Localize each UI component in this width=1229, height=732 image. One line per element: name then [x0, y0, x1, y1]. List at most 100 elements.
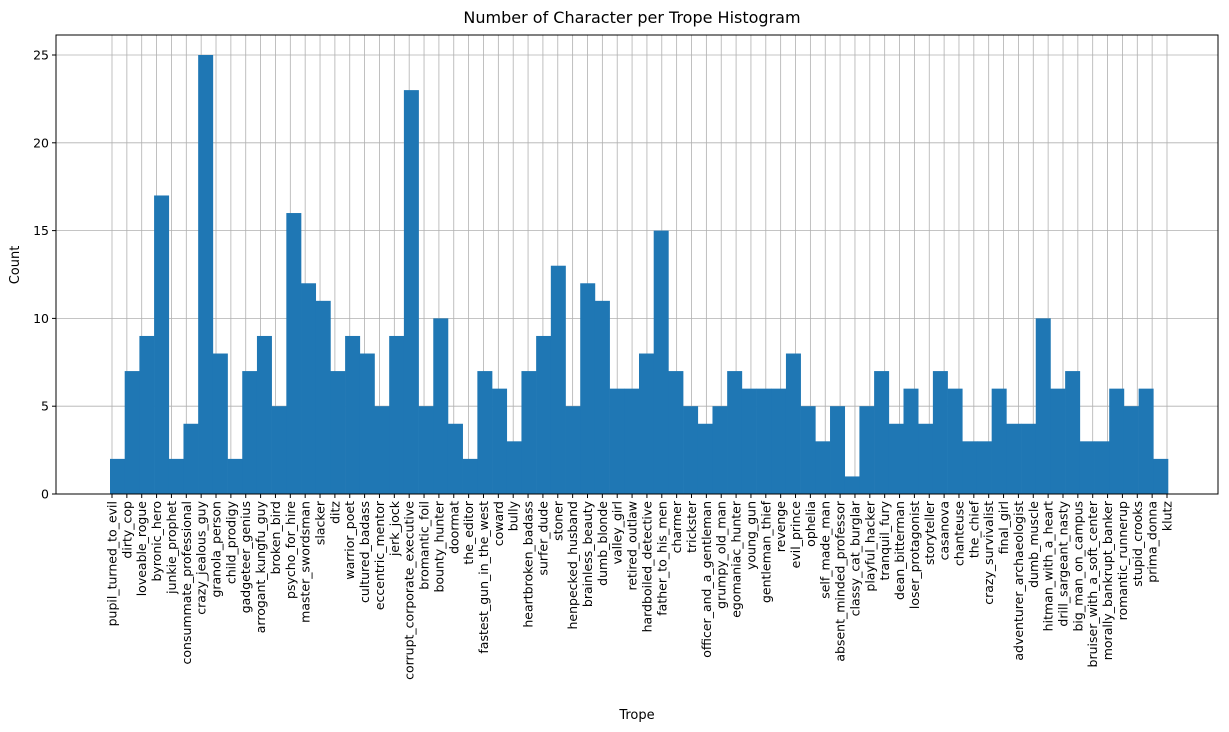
x-tick-label: stupid_crooks: [1130, 501, 1145, 587]
histogram-bar: [286, 213, 302, 495]
x-tick-label: master_swordsman: [298, 501, 313, 623]
x-tick-label: crazy_jealous_guy: [194, 500, 209, 614]
x-tick-label: classy_cat_burglar: [847, 500, 862, 616]
x-tick-label: cultured_badass: [357, 501, 372, 603]
histogram-bar: [124, 371, 140, 494]
x-tick-label: tranquil_fury: [877, 500, 892, 580]
x-tick-label: big_man_on_campus: [1070, 501, 1085, 632]
x-tick-label: byronic_hero: [149, 501, 164, 582]
histogram-bar: [301, 283, 317, 494]
x-tick-label: arrogant_kungfu_guy: [253, 500, 268, 633]
histogram-bar: [1138, 388, 1154, 494]
x-tick-label: romantic_runnerup: [1115, 501, 1130, 620]
y-tick-label: 15: [33, 223, 49, 238]
histogram-bar: [1153, 458, 1169, 494]
x-tick-label: gentleman_thief: [758, 500, 773, 603]
histogram-bar: [830, 406, 846, 494]
x-tick-label: coward: [491, 501, 506, 546]
x-tick-label: fastest_gun_in_the_west: [476, 501, 491, 654]
x-tick-label: self_made_man: [818, 501, 833, 599]
x-tick-label: junkie_prophet: [164, 501, 179, 595]
x-tick-label: dumb_blonde: [595, 501, 610, 586]
y-axis-ticks: 0 5 10 15 20 25: [33, 48, 56, 502]
histogram-bar: [962, 441, 978, 494]
x-tick-label: stoner: [550, 500, 565, 541]
histogram-bar: [242, 371, 258, 494]
histogram-bar: [256, 335, 272, 494]
histogram-bar: [874, 371, 890, 494]
x-tick-label: gadgeteer_genius: [238, 501, 253, 613]
histogram-bar: [183, 423, 199, 494]
histogram-bar: [492, 388, 508, 494]
histogram-bar: [594, 300, 610, 494]
x-tick-label: absent_minded_professor: [833, 500, 848, 661]
histogram-bar: [110, 458, 125, 494]
x-tick-label: drill_sargeant_nasty: [1055, 500, 1070, 626]
histogram-bar: [536, 335, 552, 494]
x-tick-label: jerk_jock: [387, 500, 402, 557]
histogram-bar: [550, 265, 566, 494]
histogram-bar: [1109, 388, 1125, 494]
x-tick-label: adventurer_archaeologist: [1011, 501, 1026, 661]
histogram-bar: [433, 318, 449, 494]
x-tick-label: dean_bitterman: [892, 501, 907, 600]
histogram-bar: [653, 230, 669, 494]
x-tick-label: dumb_muscle: [1026, 501, 1041, 588]
histogram-bar: [844, 476, 860, 494]
x-tick-label: eccentric_mentor: [372, 500, 387, 610]
histogram-bar: [771, 388, 787, 494]
x-tick-label: grumpy_old_man: [714, 501, 729, 609]
x-tick-label: child_prodigy: [223, 500, 238, 584]
x-tick-label: casanova: [937, 501, 952, 560]
x-tick-label: father_to_his_men: [654, 501, 669, 616]
x-tick-label: doormat: [446, 501, 461, 554]
x-tick-label: henpecked_husband: [565, 501, 580, 630]
histogram-bar: [1065, 371, 1081, 494]
histogram-bar: [1035, 318, 1051, 494]
histogram-bar: [359, 353, 375, 494]
x-tick-label: bruiser_with_a_soft_center: [1085, 500, 1100, 667]
histogram-bar: [609, 388, 625, 494]
y-tick-label: 20: [33, 135, 49, 150]
histogram-bar: [418, 406, 434, 494]
histogram-bar: [1050, 388, 1066, 494]
x-tick-label: broken_bird: [268, 501, 283, 574]
x-tick-label: young_gun: [743, 501, 758, 570]
histogram-bar: [859, 406, 875, 494]
histogram-bar: [477, 371, 493, 494]
histogram-bar: [1123, 406, 1139, 494]
histogram-bar: [1021, 423, 1037, 494]
histogram-bar: [521, 371, 537, 494]
x-tick-label: klutz: [1160, 501, 1175, 532]
histogram-bar: [154, 195, 170, 495]
x-tick-label: storyteller: [922, 500, 937, 565]
x-tick-label: hardboiled_detective: [639, 501, 654, 633]
x-tick-label: hitman_with_a_heart: [1041, 501, 1056, 631]
x-tick-label: chanteuse: [951, 501, 966, 566]
x-tick-label: revenge: [773, 501, 788, 552]
x-tick-label: bromantic_foil: [417, 501, 432, 590]
histogram-bar: [668, 371, 684, 494]
x-tick-label: loser_protagonist: [907, 501, 922, 609]
x-tick-label: ophelia: [803, 501, 818, 547]
histogram-bar: [227, 458, 243, 494]
histogram-bar: [374, 406, 390, 494]
histogram-bar: [815, 441, 831, 494]
x-tick-label: loveable_rogue: [134, 501, 149, 597]
histogram-bar: [683, 406, 699, 494]
histogram-bar: [212, 353, 228, 494]
histogram-bar: [345, 335, 361, 494]
histogram-bar: [1006, 423, 1022, 494]
histogram-bar: [330, 371, 346, 494]
y-tick-label: 25: [33, 48, 49, 63]
x-tick-label: brainless_beauty: [580, 500, 595, 607]
histogram-bar: [991, 388, 1007, 494]
histogram-bar: [800, 406, 816, 494]
histogram-bar: [903, 388, 919, 494]
x-tick-label: consummate_professional: [179, 501, 194, 664]
histogram-bar: [918, 423, 934, 494]
x-tick-label: egomaniac_hunter: [729, 500, 744, 618]
histogram-bar: [785, 353, 801, 494]
histogram-bar: [403, 90, 419, 495]
